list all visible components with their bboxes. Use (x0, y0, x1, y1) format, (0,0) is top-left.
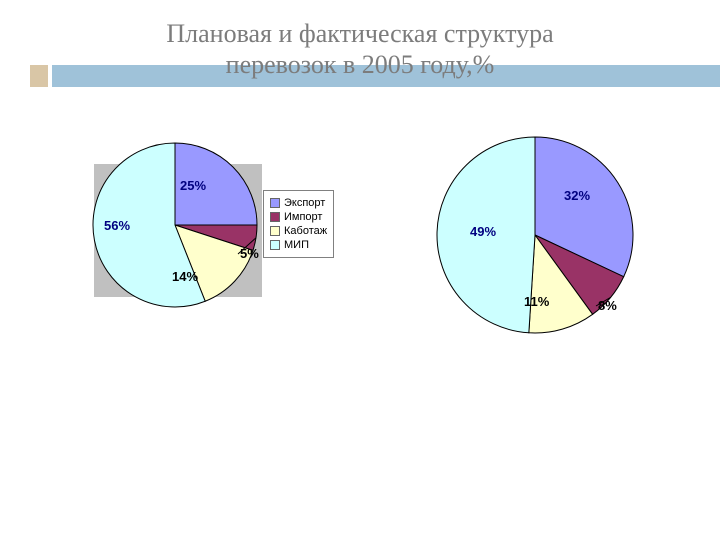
pie-slice-label: 25% (180, 178, 206, 193)
legend-swatch (270, 226, 280, 236)
legend-label: Каботаж (284, 225, 327, 237)
legend-item: МИП (270, 239, 327, 251)
legend-swatch (270, 212, 280, 222)
title-line-2: перевозок в 2005 году,% (226, 50, 495, 79)
legend-item: Каботаж (270, 225, 327, 237)
legend-label: МИП (284, 239, 309, 251)
legend: Экспорт Импорт Каботаж МИП (263, 190, 334, 258)
legend-swatch (270, 240, 280, 250)
pie-slice-label: 5% (240, 246, 259, 261)
legend-label: Экспорт (284, 197, 325, 209)
legend-item: Экспорт (270, 197, 327, 209)
pie-slice-label: 49% (470, 224, 496, 239)
legend-item: Импорт (270, 211, 327, 223)
pie-slice-label: 8% (598, 298, 617, 313)
legend-label: Импорт (284, 211, 322, 223)
pie-slice-label: 14% (172, 269, 198, 284)
legend-swatch (270, 198, 280, 208)
pie-slice-label: 56% (104, 218, 130, 233)
pie-slice-label: 11% (524, 294, 549, 309)
pie-slice-label: 32% (564, 188, 590, 203)
page-title: Плановая и фактическая структура перевоз… (0, 18, 720, 80)
title-line-1: Плановая и фактическая структура (166, 19, 553, 48)
